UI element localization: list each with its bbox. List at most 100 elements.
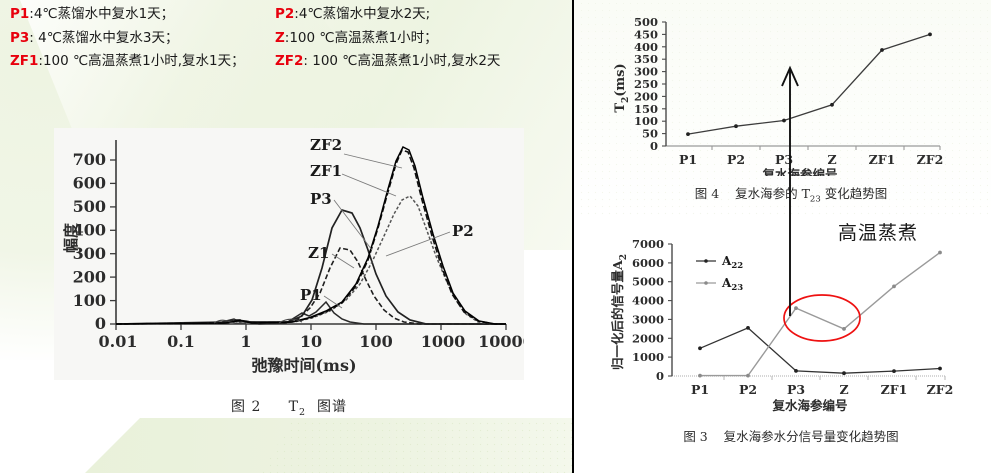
curve-annotation-labels: ZF2 ZF1 P3 P2 Z1 P1 xyxy=(300,136,474,304)
figure2-caption-subscript: 2 xyxy=(299,406,307,418)
y-tick-label: 600 xyxy=(73,174,106,193)
x-tick-label: 0.01 xyxy=(99,332,138,351)
x-axis-ticks xyxy=(723,376,946,380)
legend-description: :4℃蒸馏水中复水2天; xyxy=(294,6,431,22)
x-tick-label: P3 xyxy=(775,152,793,167)
data-point xyxy=(698,346,702,351)
legend-marker-a23 xyxy=(704,281,708,285)
curve-label-zf2: ZF2 xyxy=(310,136,342,154)
legend-label-a23: A23 xyxy=(721,276,743,293)
x-tick-label: ZF1 xyxy=(881,382,908,397)
data-point xyxy=(938,250,942,255)
y-tick-label: 4000 xyxy=(632,294,664,308)
legend-code: P1 xyxy=(10,6,30,22)
data-line-a23 xyxy=(700,251,941,377)
figure3-chart: 0 1000 2000 3000 4000 5000 6000 7000 归一化… xyxy=(600,224,985,414)
curve-label-zf1: ZF1 xyxy=(310,162,342,180)
chart-legend: A22 A23 xyxy=(696,254,743,293)
y-axis-tick-labels: 0 1000 2000 3000 4000 5000 6000 7000 xyxy=(632,237,664,383)
data-point xyxy=(938,366,942,371)
y-tick-label: 0 xyxy=(650,139,658,153)
data-point-markers-a22 xyxy=(698,326,942,376)
legend-entry-zf1: ZF1 :100 ℃高温蒸煮1小时,复水1天； xyxy=(10,53,275,69)
legend-code: ZF2 xyxy=(275,53,304,69)
curve-label-p3: P3 xyxy=(310,190,332,208)
y-tick-label: 100 xyxy=(634,114,658,128)
y-axis-title-subscript: 2 xyxy=(619,254,629,260)
y-axis-title-unit: (ms) xyxy=(613,63,628,96)
panel-divider xyxy=(572,0,574,473)
y-tick-label: 5000 xyxy=(632,275,664,289)
curve-minor-bump xyxy=(213,319,247,324)
data-point xyxy=(880,48,884,52)
y-tick-label: 150 xyxy=(634,102,658,116)
x-axis-ticks xyxy=(711,146,941,150)
legend-row: P1 :4℃蒸馏水中复水1天； P2 :4℃蒸馏水中复水2天; xyxy=(10,6,562,22)
y-axis-title: 幅度 xyxy=(62,222,80,253)
data-line-a22 xyxy=(699,327,941,374)
y-tick-label: 400 xyxy=(73,221,106,240)
y-tick-label: 300 xyxy=(634,65,658,79)
y-tick-label: 500 xyxy=(73,197,106,216)
data-point xyxy=(830,102,834,107)
y-tick-label: 6000 xyxy=(632,256,664,270)
data-point xyxy=(698,373,702,378)
x-tick-label: ZF1 xyxy=(869,152,896,167)
background-dot-texture xyxy=(260,420,572,473)
y-axis-ticks xyxy=(110,159,116,325)
x-axis-title: 复水海参编号 xyxy=(771,398,847,413)
x-tick-label: P2 xyxy=(739,382,757,397)
figure4-caption: 图 4 复水海参的 T23 变化趋势图 xyxy=(596,183,986,205)
figure2-caption-tail: 图谱 xyxy=(316,399,347,415)
annotation-leader-lines xyxy=(323,153,451,309)
x-tick-label: 10 xyxy=(300,332,322,351)
x-tick-label: P3 xyxy=(787,382,805,397)
legend-label-a22: A22 xyxy=(721,254,743,271)
y-tick-label: 300 xyxy=(73,244,106,263)
legend-entry-p1: P1 :4℃蒸馏水中复水1天； xyxy=(10,6,275,22)
red-highlight-ellipse xyxy=(783,294,861,342)
legend-row: P3 : 4℃蒸馏水中复水3天； Z :100 ℃高温蒸煮1小时； xyxy=(10,29,562,46)
y-tick-label: 1000 xyxy=(632,350,664,364)
arrow-head xyxy=(781,65,799,87)
legend-description: : 4℃蒸馏水中复水3天； xyxy=(29,29,179,46)
x-tick-label: Z xyxy=(827,152,836,167)
chart-plot-background xyxy=(54,128,524,380)
x-tick-label: P1 xyxy=(679,152,697,167)
y-tick-label: 7000 xyxy=(632,237,664,251)
data-line-t23 xyxy=(687,33,931,135)
x-tick-label: ZF2 xyxy=(917,152,944,167)
data-point xyxy=(746,326,750,330)
y-tick-label: 450 xyxy=(634,27,658,41)
sample-code-legend: P1 :4℃蒸馏水中复水1天； P2 :4℃蒸馏水中复水2天; P3 : 4℃蒸… xyxy=(10,6,562,79)
callout-arrow-vertical xyxy=(781,65,799,316)
data-point xyxy=(746,373,750,378)
y-axis-title: T2(ms) xyxy=(613,63,631,112)
legend-entry-p2: P2 :4℃蒸馏水中复水2天; xyxy=(275,6,431,22)
x-tick-label: 100 xyxy=(359,332,392,351)
legend-entry-p3: P3 : 4℃蒸馏水中复水3天； xyxy=(10,29,275,46)
data-point-markers xyxy=(686,32,932,137)
figure2-caption-number: 图 2 xyxy=(231,399,262,415)
data-point xyxy=(686,132,690,137)
x-tick-label: 0.1 xyxy=(167,332,195,351)
x-axis-tick-labels: 0.01 0.1 1 10 100 1000 10000 xyxy=(99,332,524,351)
data-point xyxy=(782,118,786,123)
y-tick-label: 50 xyxy=(642,127,658,141)
data-point xyxy=(928,32,932,37)
legend-code: ZF1 xyxy=(10,53,39,69)
legend-description: : 100 ℃高温蒸煮1小时,复水2天 xyxy=(303,53,501,69)
curve-label-p1: P1 xyxy=(300,286,322,304)
legend-row: ZF1 :100 ℃高温蒸煮1小时,复水1天； ZF2 : 100 ℃高温蒸煮1… xyxy=(10,53,562,69)
legend-marker-a22 xyxy=(704,259,708,263)
x-axis-ticks xyxy=(115,324,507,330)
legend-code: P3 xyxy=(10,29,30,46)
figure2-svg: 0 100 200 300 400 500 600 700 幅度 0.01 0.… xyxy=(54,128,524,380)
legend-description: :4℃蒸馏水中复水1天； xyxy=(29,6,175,22)
figure4-caption-subscript: 23 xyxy=(809,194,821,205)
data-point xyxy=(842,371,846,376)
data-point xyxy=(734,124,738,129)
legend-code: Z xyxy=(275,29,285,46)
y-tick-label: 400 xyxy=(634,40,658,54)
figure3-svg: 0 1000 2000 3000 4000 5000 6000 7000 归一化… xyxy=(610,237,953,413)
